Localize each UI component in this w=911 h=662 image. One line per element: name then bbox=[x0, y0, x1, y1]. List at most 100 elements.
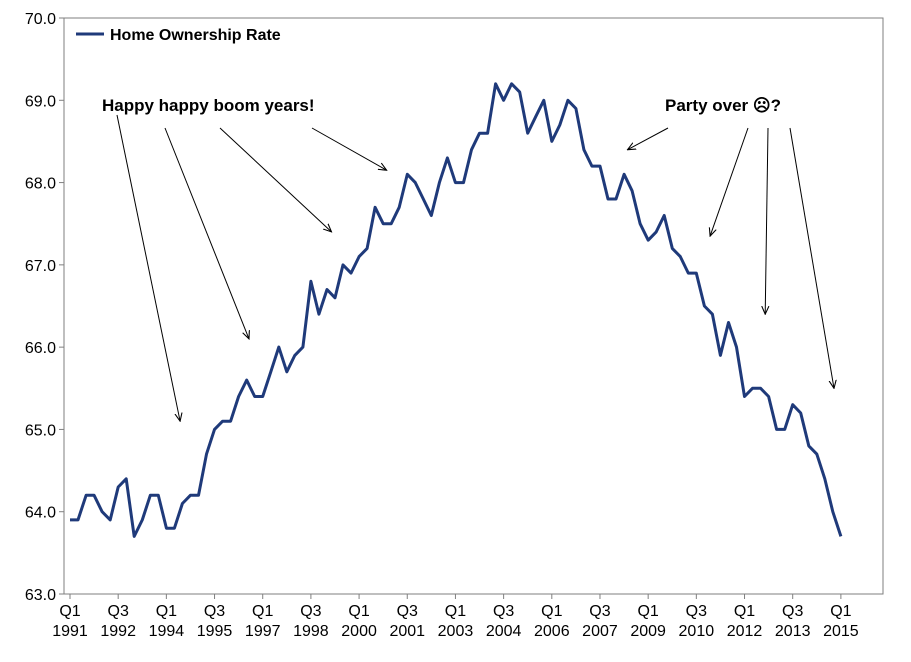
data-point bbox=[783, 428, 786, 431]
data-point bbox=[775, 428, 778, 431]
data-point bbox=[422, 198, 425, 201]
data-point bbox=[631, 189, 634, 192]
data-point bbox=[221, 420, 224, 423]
data-point bbox=[839, 535, 842, 538]
data-point bbox=[647, 239, 650, 242]
data-point bbox=[350, 272, 353, 275]
x-tick-label-quarter: Q3 bbox=[782, 603, 803, 620]
data-point bbox=[679, 255, 682, 258]
y-tick-label: 66.0 bbox=[25, 340, 56, 357]
annotation-arrows bbox=[116, 114, 834, 421]
data-point bbox=[526, 132, 529, 135]
data-point bbox=[382, 222, 385, 225]
x-tick-label-year: 1995 bbox=[197, 623, 233, 640]
data-point bbox=[93, 494, 96, 497]
data-point bbox=[767, 395, 770, 398]
data-point bbox=[518, 91, 521, 94]
data-point bbox=[165, 527, 168, 530]
data-point bbox=[743, 395, 746, 398]
x-tick-label-quarter: Q1 bbox=[830, 603, 851, 620]
data-point bbox=[77, 518, 80, 521]
data-point bbox=[695, 272, 698, 275]
data-point bbox=[237, 395, 240, 398]
data-point bbox=[125, 477, 128, 480]
data-point bbox=[703, 305, 706, 308]
data-point bbox=[141, 518, 144, 521]
data-point bbox=[599, 165, 602, 168]
data-point bbox=[655, 230, 658, 233]
data-point bbox=[823, 477, 826, 480]
data-point bbox=[582, 148, 585, 151]
data-point bbox=[502, 99, 505, 102]
series-line-home-ownership-rate bbox=[70, 82, 843, 538]
x-tick-label-year: 2009 bbox=[630, 623, 666, 640]
data-point bbox=[229, 420, 232, 423]
data-point bbox=[558, 124, 561, 127]
y-tick-label: 69.0 bbox=[25, 93, 56, 110]
data-point bbox=[149, 494, 152, 497]
data-point bbox=[133, 535, 136, 538]
data-point bbox=[277, 346, 280, 349]
x-tick-label-year: 2001 bbox=[389, 623, 425, 640]
y-tick-label: 65.0 bbox=[25, 422, 56, 439]
x-tick-label-year: 2000 bbox=[341, 623, 377, 640]
data-point bbox=[406, 173, 409, 176]
data-point bbox=[269, 370, 272, 373]
data-point bbox=[69, 518, 72, 521]
data-point bbox=[317, 313, 320, 316]
annotation-arrow bbox=[219, 127, 332, 232]
x-tick-label-year: 1997 bbox=[245, 623, 281, 640]
data-point bbox=[791, 403, 794, 406]
x-tick-label-quarter: Q1 bbox=[348, 603, 369, 620]
data-point bbox=[326, 288, 329, 291]
data-point bbox=[454, 181, 457, 184]
data-point bbox=[687, 272, 690, 275]
data-point bbox=[799, 412, 802, 415]
data-point bbox=[366, 247, 369, 250]
data-point bbox=[245, 379, 248, 382]
data-point bbox=[494, 82, 497, 85]
annotation-arrow bbox=[311, 127, 387, 170]
data-point bbox=[157, 494, 160, 497]
x-tick-label-quarter: Q3 bbox=[493, 603, 514, 620]
x-tick-label-year: 1992 bbox=[100, 623, 136, 640]
x-axis: Q1 1991 Q3 1992 Q1 1994 Q3 1995 Q1 1997 Q3 1998 Q1 20… bbox=[52, 594, 859, 640]
data-point bbox=[486, 132, 489, 135]
x-tick-label-quarter: Q3 bbox=[204, 603, 225, 620]
data-point bbox=[478, 132, 481, 135]
x-tick-label-year: 2006 bbox=[534, 623, 570, 640]
data-point bbox=[334, 296, 337, 299]
data-point bbox=[205, 453, 208, 456]
data-point bbox=[285, 370, 288, 373]
data-point bbox=[85, 494, 88, 497]
data-point bbox=[446, 156, 449, 159]
data-point bbox=[566, 99, 569, 102]
legend-label: Home Ownership Rate bbox=[110, 27, 281, 44]
data-point bbox=[607, 198, 610, 201]
data-point bbox=[671, 247, 674, 250]
annotation-boom: Happy happy boom years! bbox=[102, 96, 315, 115]
y-tick-label: 70.0 bbox=[25, 11, 56, 28]
annotation-arrow bbox=[789, 127, 834, 388]
x-tick-label-year: 2004 bbox=[486, 623, 522, 640]
annotation-arrow bbox=[765, 127, 768, 314]
data-point bbox=[293, 354, 296, 357]
data-point bbox=[510, 82, 513, 85]
data-point bbox=[430, 214, 433, 217]
x-tick-label-quarter: Q3 bbox=[397, 603, 418, 620]
y-tick-label: 68.0 bbox=[25, 176, 56, 193]
data-point bbox=[831, 510, 834, 513]
annotation-party-over: Party over ☹? bbox=[665, 96, 781, 115]
data-point bbox=[309, 280, 312, 283]
plot-area bbox=[63, 17, 884, 595]
data-point bbox=[735, 346, 738, 349]
data-point bbox=[173, 527, 176, 530]
x-tick-label-year: 1991 bbox=[52, 623, 88, 640]
x-tick-label-year: 1994 bbox=[149, 623, 185, 640]
data-point bbox=[615, 198, 618, 201]
x-tick-label-quarter: Q3 bbox=[686, 603, 707, 620]
x-tick-label-quarter: Q1 bbox=[734, 603, 755, 620]
data-point bbox=[253, 395, 256, 398]
data-point bbox=[550, 140, 553, 143]
